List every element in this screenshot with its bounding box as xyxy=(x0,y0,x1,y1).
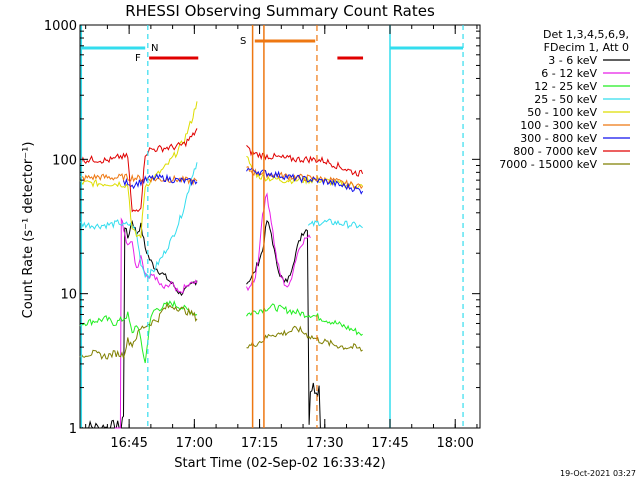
x-tick-label: 16:45 xyxy=(110,436,147,451)
series-line-0 xyxy=(79,219,198,429)
observing-flags: NF S xyxy=(80,25,464,428)
x-tick-label: 17:45 xyxy=(371,436,408,451)
chart-marks xyxy=(79,101,364,429)
legend-label: 7000 - 15000 keV xyxy=(499,158,597,171)
x-tick-label: 17:30 xyxy=(306,436,343,451)
plot-frame xyxy=(79,24,481,429)
plot-area: NF S xyxy=(79,24,481,429)
chart-title: RHESSI Observing Summary Count Rates xyxy=(125,2,435,20)
legend-label: 800 - 7000 keV xyxy=(513,145,597,158)
legend-label: 50 - 100 keV xyxy=(527,106,597,119)
timestamp: 19-Oct-2021 03:27 xyxy=(560,469,636,478)
night-flag-label: N xyxy=(151,43,158,54)
y-tick-label: 100 xyxy=(52,153,77,168)
legend-label: 6 - 12 keV xyxy=(541,67,597,80)
legend: Det 1,3,4,5,6,9,FDecim 1, Att 03 - 6 keV… xyxy=(499,28,630,171)
series-line-7 xyxy=(79,128,198,213)
x-axis-label: Start Time (02-Sep-02 16:33:42) xyxy=(174,456,385,471)
series-line-0 xyxy=(246,219,321,429)
legend-label: 300 - 800 keV xyxy=(520,132,597,145)
legend-label: 3 - 6 keV xyxy=(548,54,597,67)
series-line-6 xyxy=(246,166,364,195)
y-tick-label: 10 xyxy=(60,288,77,303)
series-line-8 xyxy=(246,325,363,352)
x-tick-label: 17:15 xyxy=(241,436,278,451)
series-line-5 xyxy=(79,173,198,186)
series-line-1 xyxy=(246,192,311,292)
series-line-3 xyxy=(307,218,363,229)
series-line-6 xyxy=(123,173,198,190)
series-line-7 xyxy=(246,145,364,177)
y-axis-label: Count Rate (s⁻¹ detector⁻¹) xyxy=(21,142,36,319)
legend-header: FDecim 1, Att 0 xyxy=(544,41,629,54)
flare-flag-label: F xyxy=(135,53,141,64)
series-line-1 xyxy=(114,217,198,429)
x-tick-label: 18:00 xyxy=(436,436,473,451)
legend-label: 12 - 25 keV xyxy=(534,80,597,93)
y-tick-label: 1000 xyxy=(44,19,77,34)
y-tick-label: 1 xyxy=(69,422,77,437)
legend-header: Det 1,3,4,5,6,9, xyxy=(543,28,629,41)
series-line-2 xyxy=(79,300,198,364)
axes: 1 10 100 1000 16:45 17:00 17:15 17:30 17:45 18:00 xyxy=(44,19,480,451)
series-line-4 xyxy=(79,101,198,239)
saa-flag-label: S xyxy=(240,36,246,47)
legend-label: 25 - 50 keV xyxy=(534,93,597,106)
series-line-8 xyxy=(79,301,198,360)
x-tick-label: 17:00 xyxy=(176,436,213,451)
legend-label: 100 - 300 keV xyxy=(520,119,597,132)
series-line-2 xyxy=(246,303,363,337)
series-line-3 xyxy=(79,162,198,279)
